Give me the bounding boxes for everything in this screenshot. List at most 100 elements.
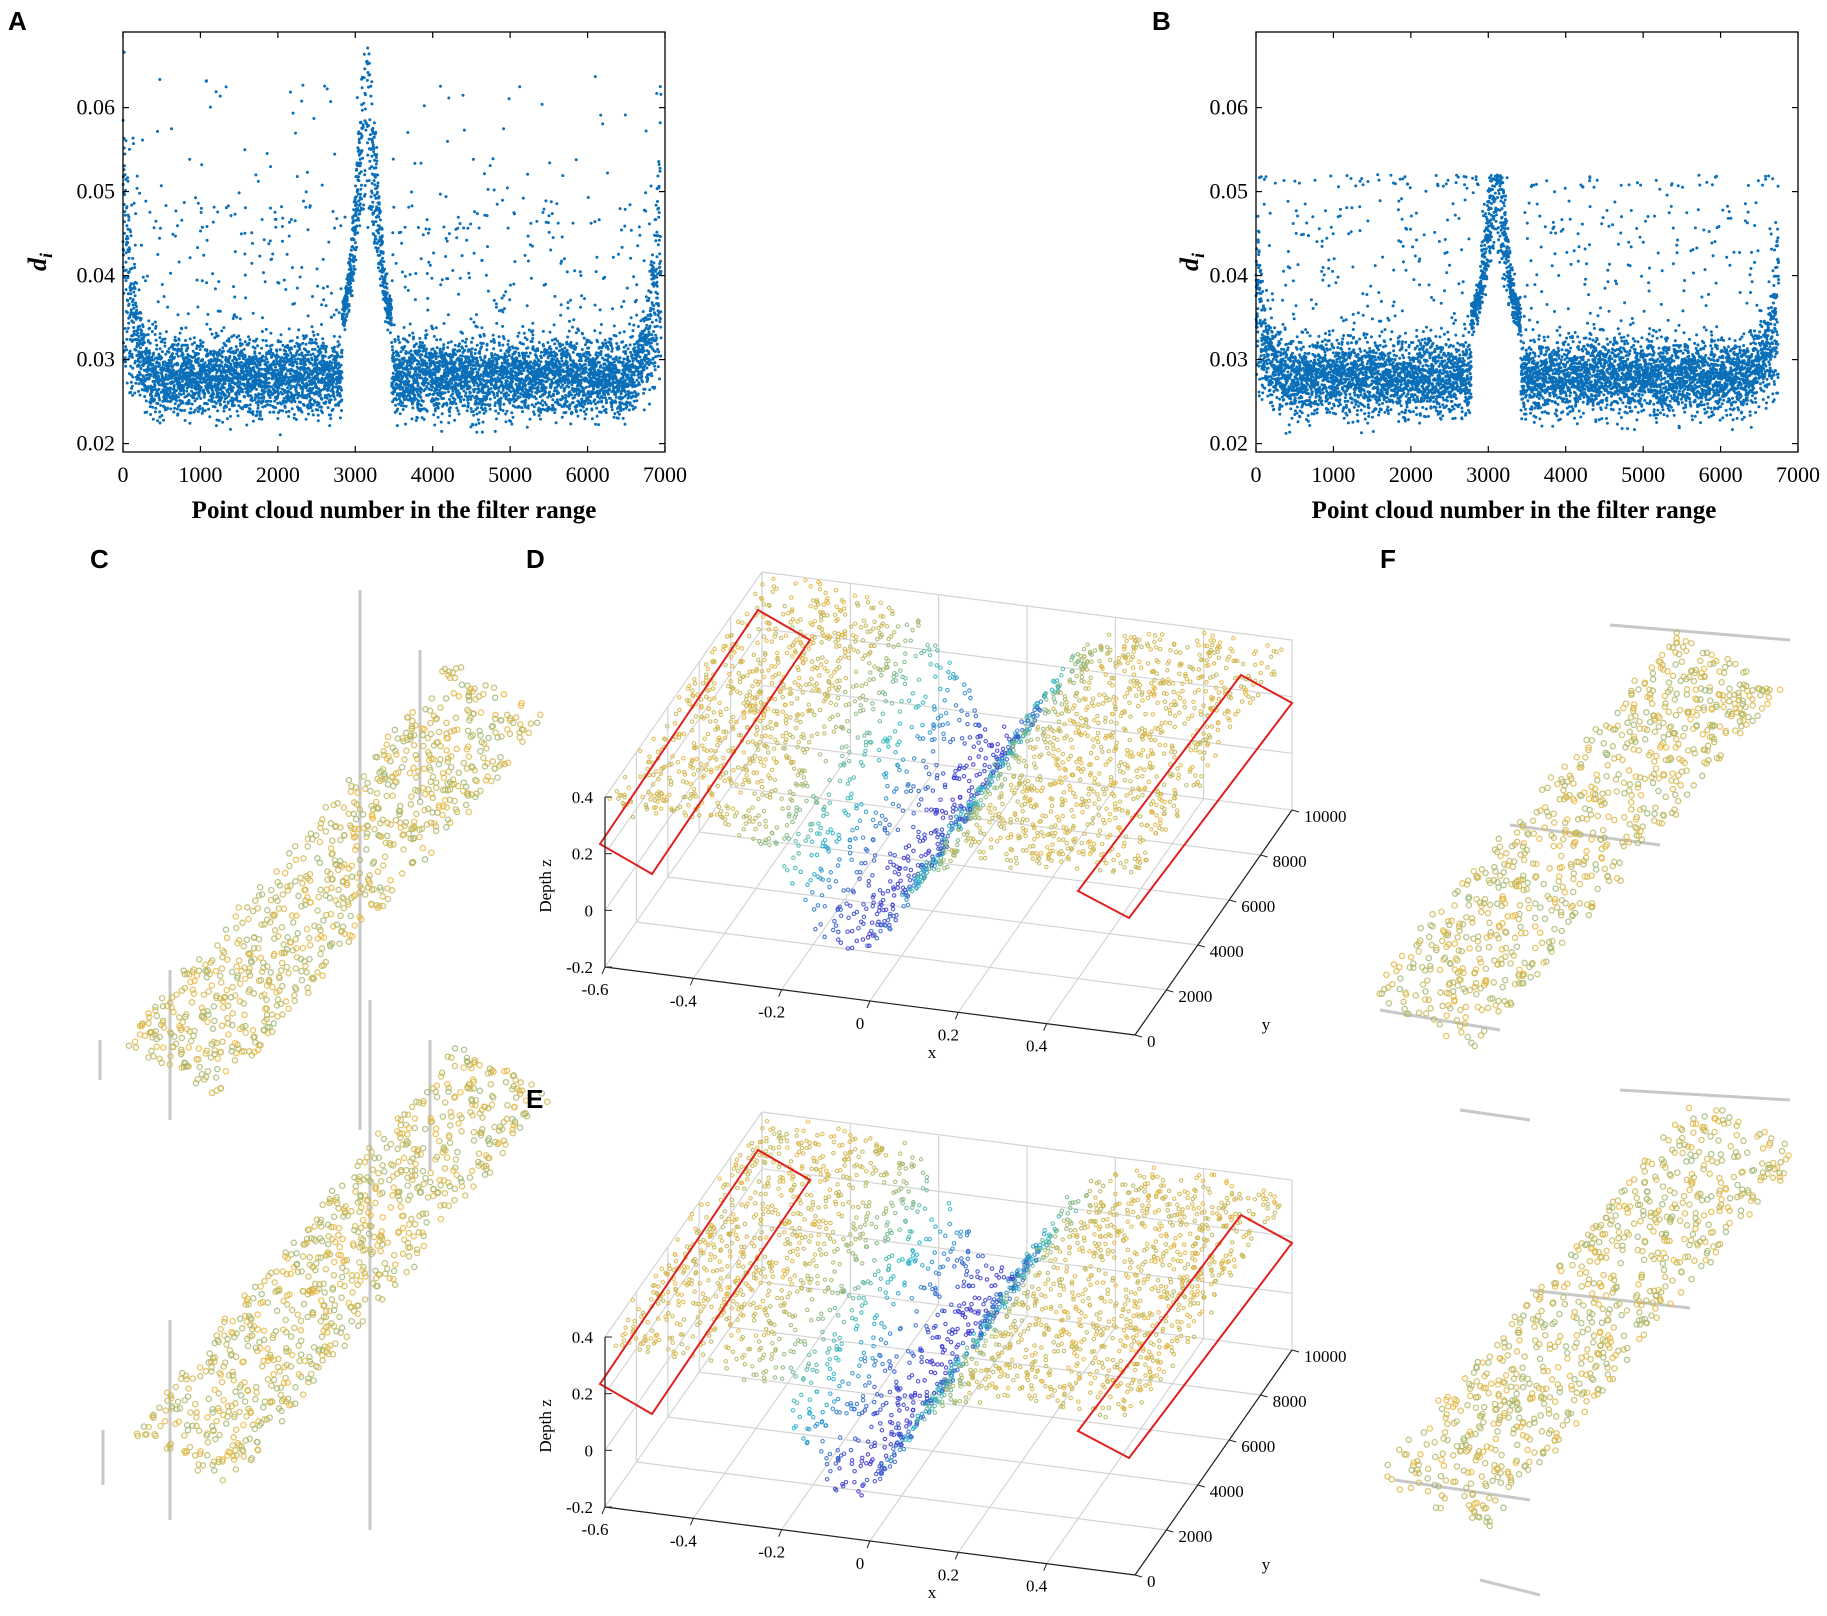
- data-point: [269, 399, 273, 403]
- data-point: [419, 390, 423, 394]
- data-point: [338, 335, 342, 339]
- data-point: [352, 238, 356, 242]
- data-point: [123, 356, 127, 360]
- data-point: [155, 347, 159, 351]
- data-point: [430, 276, 434, 280]
- data-point: [502, 307, 506, 311]
- data-point: [184, 339, 187, 342]
- data-point: [127, 270, 131, 274]
- data-point: [274, 365, 277, 369]
- data-point: [251, 412, 255, 416]
- data-point: [154, 406, 158, 410]
- data-point: [146, 333, 150, 336]
- data-point: [293, 302, 296, 305]
- data-point: [353, 241, 357, 245]
- data-point: [123, 276, 127, 279]
- data-point: [175, 399, 179, 403]
- data-point: [499, 396, 503, 400]
- data-point: [475, 343, 479, 347]
- data-point: [495, 321, 499, 325]
- data-point: [355, 167, 359, 171]
- data-point: [390, 345, 394, 349]
- data-point: [345, 315, 349, 318]
- data-point: [434, 354, 438, 358]
- data-point: [166, 382, 169, 386]
- data-point: [159, 390, 163, 394]
- data-point: [401, 386, 405, 390]
- data-point: [500, 361, 504, 365]
- data-point: [386, 328, 390, 332]
- data-point: [453, 348, 457, 352]
- data-point: [188, 157, 192, 161]
- data-point: [212, 392, 216, 396]
- data-point: [246, 404, 249, 408]
- data-point: [147, 319, 151, 323]
- data-point: [158, 363, 161, 367]
- data-point: [139, 367, 143, 371]
- data-point: [446, 346, 450, 349]
- data-point: [124, 288, 128, 292]
- data-point: [288, 220, 291, 224]
- data-point: [419, 161, 423, 165]
- data-point: [290, 407, 294, 411]
- data-point: [260, 218, 264, 221]
- data-point: [372, 147, 376, 151]
- data-point: [362, 52, 366, 56]
- data-point: [420, 353, 424, 357]
- data-point: [509, 283, 512, 287]
- data-point: [162, 366, 166, 370]
- data-point: [355, 203, 359, 207]
- data-point: [455, 406, 459, 410]
- data-point: [403, 274, 407, 278]
- data-point: [456, 215, 460, 219]
- data-point: [210, 332, 214, 336]
- data-point: [416, 353, 420, 357]
- data-point: [285, 252, 289, 256]
- data-point: [240, 360, 243, 364]
- data-point: [182, 389, 186, 393]
- data-point: [131, 303, 135, 307]
- data-point: [222, 349, 225, 353]
- data-point: [354, 248, 358, 252]
- data-point: [172, 410, 176, 414]
- data-point: [205, 79, 208, 83]
- data-point: [340, 370, 344, 374]
- data-point: [375, 159, 379, 163]
- data-point: [459, 357, 463, 361]
- data-point: [124, 360, 128, 363]
- data-point: [247, 341, 251, 345]
- data-point: [289, 351, 293, 355]
- data-point: [321, 286, 325, 290]
- data-point: [404, 350, 408, 354]
- data-point: [475, 313, 478, 317]
- data-point: [370, 80, 374, 84]
- data-point: [153, 320, 157, 324]
- data-point: [138, 324, 142, 328]
- data-point: [350, 289, 354, 293]
- data-point: [138, 393, 142, 397]
- data-point: [238, 338, 242, 342]
- data-point: [513, 212, 516, 216]
- data-point: [232, 285, 235, 289]
- data-point: [236, 414, 240, 418]
- data-point: [438, 192, 442, 196]
- data-point: [398, 341, 402, 344]
- data-point: [382, 260, 386, 264]
- data-point: [439, 420, 443, 424]
- data-point: [231, 317, 235, 320]
- data-point: [370, 102, 374, 106]
- data-point: [261, 316, 264, 320]
- data-point: [125, 381, 129, 385]
- data-point: [483, 354, 487, 358]
- data-point: [129, 308, 133, 312]
- data-point: [502, 337, 506, 341]
- data-point: [126, 176, 130, 180]
- data-point: [309, 406, 313, 410]
- data-point: [222, 400, 226, 404]
- data-point: [268, 239, 272, 243]
- data-point: [188, 421, 192, 425]
- data-point: [424, 352, 428, 356]
- data-point: [409, 349, 413, 353]
- data-point: [141, 337, 145, 341]
- data-point: [124, 251, 128, 255]
